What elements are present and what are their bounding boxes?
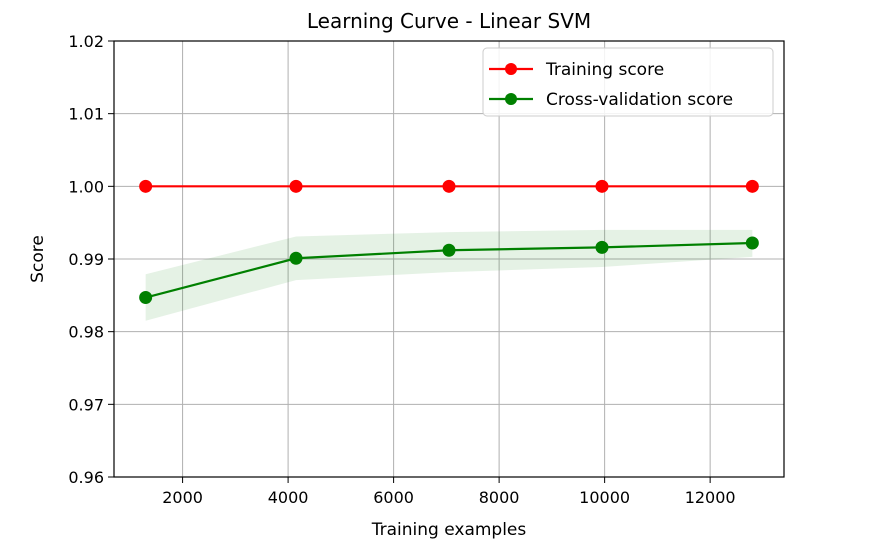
y-tick-label: 0.96 <box>68 468 104 487</box>
legend-swatch-marker <box>505 63 517 75</box>
x-tick-label: 4000 <box>268 488 309 507</box>
series-1-point <box>595 240 609 254</box>
x-axis-ticks: 2000 4000 6000 8000 10000 12000 <box>162 477 736 507</box>
x-tick-label: 8000 <box>479 488 520 507</box>
y-tick-label: 1.01 <box>68 105 104 124</box>
legend-entries: Training score Cross-validation score <box>489 60 733 110</box>
legend-box <box>482 47 774 117</box>
series-0-point <box>595 179 609 193</box>
series-0-point <box>289 179 303 193</box>
legend-swatch-marker <box>505 93 517 105</box>
series-0-point <box>442 179 456 193</box>
series-0-point <box>139 179 153 193</box>
series-markers <box>139 179 759 305</box>
y-tick-label: 1.02 <box>68 32 104 51</box>
x-tick-label: 6000 <box>373 488 414 507</box>
chart-title: Learning Curve - Linear SVM <box>307 9 591 33</box>
y-axis-title: Score <box>28 235 48 283</box>
x-axis-title: Training examples <box>371 520 527 540</box>
y-axis-ticks: 0.96 0.97 0.98 0.99 1.00 1.01 1.02 <box>68 32 114 487</box>
x-tick-label: 12000 <box>685 488 736 507</box>
y-tick-label: 1.00 <box>68 177 104 196</box>
series-1-point <box>745 236 759 250</box>
y-tick-label: 0.97 <box>68 395 104 414</box>
x-tick-label: 10000 <box>579 488 630 507</box>
series-1-confidence-band <box>145 229 753 321</box>
legend-label: Cross-validation score <box>546 90 733 110</box>
legend-label: Training score <box>545 60 664 80</box>
series-1-point <box>289 251 303 265</box>
x-tick-label: 2000 <box>162 488 203 507</box>
series-1-point <box>442 243 456 257</box>
y-tick-label: 0.99 <box>68 250 104 269</box>
legend: Training score Cross-validation score <box>482 47 774 117</box>
series-0-point <box>745 179 759 193</box>
y-tick-label: 0.98 <box>68 323 104 342</box>
series-1-point <box>139 291 153 305</box>
